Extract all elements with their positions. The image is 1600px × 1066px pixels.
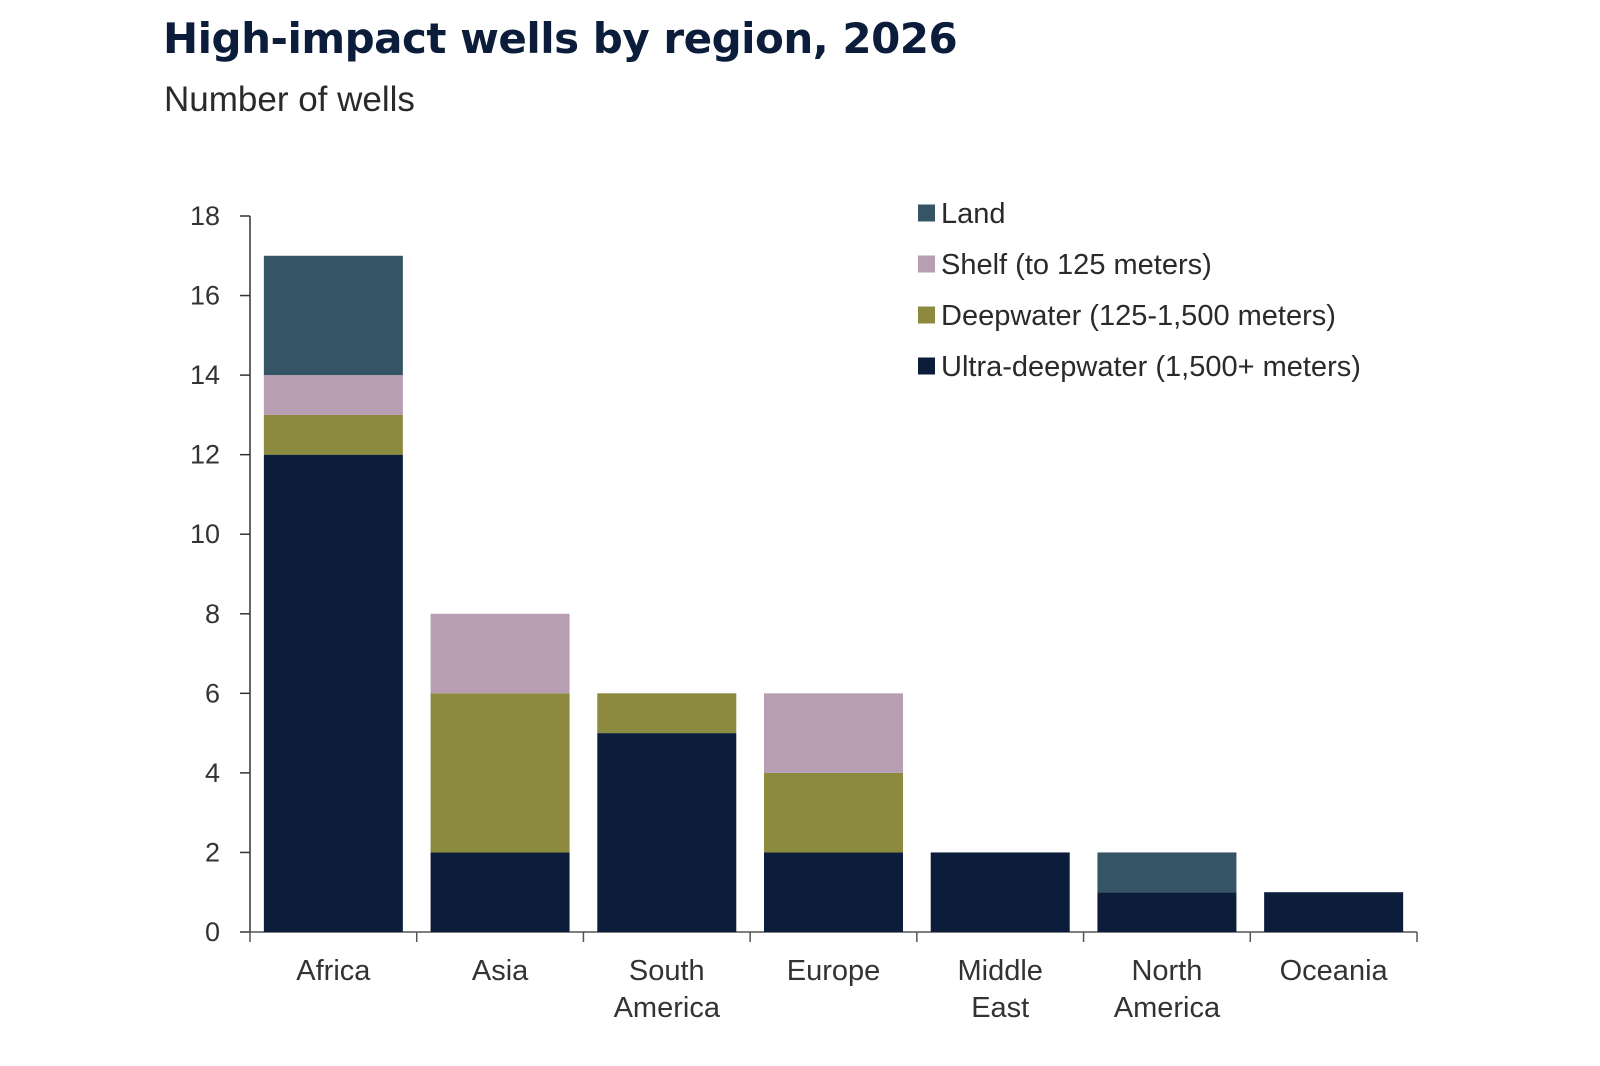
y-tick-label: 16: [190, 281, 220, 311]
bars: [263, 255, 1404, 932]
chart-subtitle: Number of wells: [164, 80, 415, 119]
y-tick-label: 2: [205, 837, 220, 867]
y-tick-label: 8: [205, 599, 220, 629]
bar-segment: [263, 375, 403, 415]
bar-segment: [764, 693, 903, 773]
legend-swatch: [918, 255, 935, 273]
y-tick-label: 12: [190, 440, 220, 470]
y-axis: 0 2 4 6 8 10 12 14 16 18: [190, 201, 251, 947]
legend: Land Shelf (to 125 meters) Deepwater (125-…: [918, 198, 1361, 383]
x-category-label: South: [629, 955, 705, 987]
legend-label: Ultra-deepwater (1,500+ meters): [941, 351, 1361, 383]
bar-segment: [597, 733, 737, 932]
x-category-label: Europe: [787, 955, 881, 987]
legend-label: Shelf (to 125 meters): [941, 249, 1212, 281]
y-tick-label: 6: [205, 678, 220, 708]
y-tick-label: 10: [190, 519, 220, 549]
bar-segment: [430, 852, 570, 932]
bar-segment: [930, 852, 1070, 932]
legend-label: Deepwater (125-1,500 meters): [941, 300, 1336, 332]
bar-segment: [1264, 892, 1404, 932]
x-category-label: America: [1114, 992, 1221, 1024]
bar-segment: [263, 255, 403, 376]
bar-segment: [597, 693, 737, 734]
x-category-label: America: [614, 992, 721, 1024]
x-category-label: Middle: [957, 955, 1042, 987]
y-tick-label: 18: [190, 201, 220, 231]
bar-segment: [263, 454, 403, 932]
x-category-label: Oceania: [1280, 955, 1389, 987]
x-category-label: East: [971, 992, 1029, 1024]
bar-segment: [764, 772, 903, 853]
bar-segment: [1097, 892, 1237, 932]
legend-label: Land: [941, 198, 1006, 230]
bar-segment: [430, 693, 570, 853]
bar-segment: [1097, 852, 1237, 893]
bar-segment: [263, 414, 403, 455]
legend-swatch: [918, 357, 935, 375]
y-tick-label: 4: [205, 758, 220, 788]
legend-swatch: [918, 204, 935, 222]
x-category-label: Africa: [296, 955, 371, 987]
chart-title: High-impact wells by region, 2026: [163, 14, 958, 63]
bar-segment: [764, 852, 903, 932]
category-labels: Africa Asia South America Europe Middle East No…: [296, 955, 1388, 1024]
x-category-label: North: [1131, 955, 1202, 987]
bar-segment: [430, 613, 570, 694]
x-category-label: Asia: [472, 955, 529, 987]
y-tick-label: 0: [205, 917, 220, 947]
x-axis: [249, 931, 1418, 942]
y-tick-label: 14: [190, 360, 220, 390]
legend-swatch: [918, 306, 935, 324]
